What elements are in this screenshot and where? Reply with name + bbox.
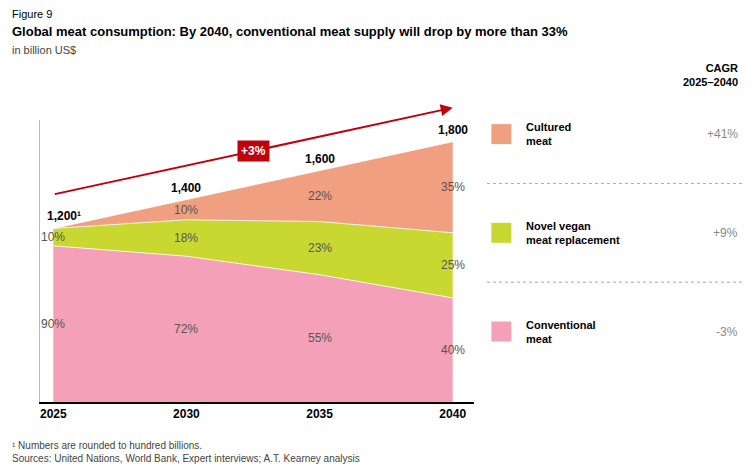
svg-text:1,800: 1,800 — [438, 123, 468, 137]
svg-text:1,400: 1,400 — [171, 181, 201, 195]
svg-text:+9%: +9% — [713, 226, 738, 240]
svg-text:in billion US$: in billion US$ — [12, 44, 76, 56]
svg-text:Figure 9: Figure 9 — [12, 8, 52, 20]
svg-text:2035: 2035 — [306, 407, 333, 421]
svg-text:Sources: United Nations, World: Sources: United Nations, World Bank, Exp… — [12, 453, 360, 464]
svg-text:22%: 22% — [308, 189, 332, 203]
svg-text:CAGR2025–2040: CAGR2025–2040 — [683, 62, 738, 88]
svg-text:90%: 90% — [41, 317, 65, 331]
svg-text:+41%: +41% — [707, 127, 738, 141]
svg-text:Culturedmeat: Culturedmeat — [526, 121, 571, 147]
svg-text:1,200¹: 1,200¹ — [47, 209, 81, 223]
svg-text:23%: 23% — [308, 241, 332, 255]
svg-text:35%: 35% — [441, 180, 465, 194]
svg-text:-3%: -3% — [716, 325, 738, 339]
svg-text:2025: 2025 — [40, 407, 67, 421]
svg-text:40%: 40% — [441, 343, 465, 357]
svg-text:2030: 2030 — [173, 407, 200, 421]
svg-text:10%: 10% — [174, 203, 198, 217]
svg-text:Novel veganmeat replacement: Novel veganmeat replacement — [526, 220, 620, 246]
svg-text:2040: 2040 — [439, 407, 466, 421]
svg-text:25%: 25% — [441, 258, 465, 272]
svg-text:+3%: +3% — [241, 144, 266, 158]
svg-text:1,600: 1,600 — [305, 152, 335, 166]
svg-text:¹ Numbers are rounded to hundr: ¹ Numbers are rounded to hundred billion… — [12, 440, 202, 451]
svg-text:10%: 10% — [41, 230, 65, 244]
svg-text:Global meat consumption: By 20: Global meat consumption: By 2040, conven… — [12, 24, 568, 39]
svg-text:72%: 72% — [174, 322, 198, 336]
svg-text:18%: 18% — [174, 231, 198, 245]
svg-text:55%: 55% — [308, 331, 332, 345]
svg-text:Conventionalmeat: Conventionalmeat — [526, 319, 596, 345]
